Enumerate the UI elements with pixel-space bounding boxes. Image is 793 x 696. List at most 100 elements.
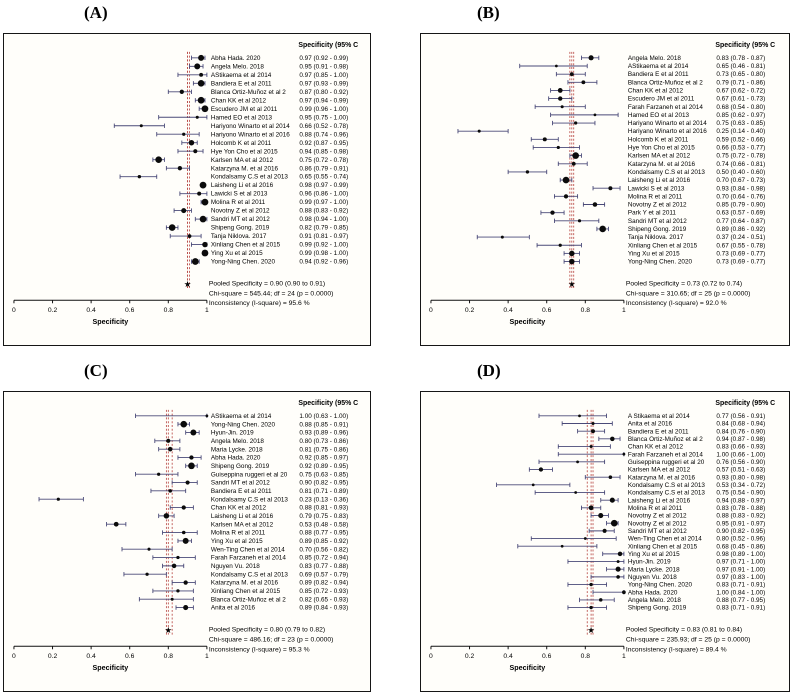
study-value-label: 0.68 (0.54 - 0.80) (716, 104, 765, 111)
study-point (542, 137, 547, 142)
study-value-label: 0.85 (0.62 - 0.97) (716, 112, 765, 119)
study-point (145, 572, 149, 576)
study-point (194, 63, 201, 70)
study-name-label: Chan KK et al 2012 (211, 505, 267, 512)
study-name-label: Anita et al 2016 (628, 421, 673, 428)
study-point (113, 521, 119, 527)
study-point (177, 166, 183, 171)
study-name-label: Sandri MT et al 2012 (211, 480, 270, 487)
x-tick-label: 1 (622, 307, 626, 314)
study-name-label: Chan KK et al 2012 (211, 97, 267, 104)
study-point (180, 420, 188, 428)
study-value-label: 0.94 (0.92 - 0.96) (299, 259, 348, 266)
x-axis-title: Specificity (93, 318, 129, 326)
study-point (176, 589, 180, 593)
column-header: Specificity (95% C (715, 400, 775, 407)
x-tick-label: 0.8 (164, 653, 174, 660)
study-name-label: Lawicki S et al 2013 (211, 191, 268, 198)
study-value-label: 0.87 (0.80 - 0.92) (299, 89, 348, 96)
x-tick-label: 0.4 (86, 653, 96, 660)
study-value-label: 0.77 (0.56 - 0.91) (716, 413, 765, 420)
study-value-label: 0.75 (0.63 - 0.85) (716, 120, 765, 127)
summary-line: Chi-square = 545.44; df = 24 (p = 0.0000… (209, 290, 333, 297)
study-name-label: Katarzyna M. et al 2016 (211, 165, 279, 172)
study-value-label: 0.98 (0.97 - 0.99) (299, 182, 348, 189)
study-name-label: Yong-Ning Chen. 2020 (211, 421, 276, 428)
study-name-label: Laisheng Li et al 2016 (628, 497, 691, 504)
study-point (163, 513, 170, 519)
study-name-label: Park Y et al 2011 (628, 210, 677, 217)
study-value-label: 0.93 (0.89 - 0.96) (299, 430, 348, 437)
study-value-label: 0.69 (0.57 - 0.79) (299, 571, 348, 578)
study-name-label: Katarzyna M. et al 2016 (628, 474, 696, 481)
study-value-label: 0.70 (0.67 - 0.73) (716, 177, 765, 184)
study-point (609, 497, 615, 503)
study-name-label: Maria Lycke. 2018 (211, 446, 263, 453)
study-name-label: Holcomb K et al 2011 (211, 140, 272, 147)
study-value-label: 0.74 (0.66 - 0.81) (716, 161, 765, 168)
study-name-label: Blanca Ortiz-Muñoz et al 2 (211, 89, 286, 96)
study-value-label: 0.85 (0.72 - 0.93) (299, 588, 348, 595)
study-point (610, 436, 615, 442)
study-point (560, 105, 564, 109)
study-value-label: 0.98 (0.89 - 1.00) (716, 551, 765, 558)
study-name-label: Kondalsamy C.S et al 2013 (211, 174, 289, 181)
study-point (188, 139, 195, 146)
study-value-label: 0.88 (0.85 - 0.91) (299, 421, 348, 428)
study-value-label: 0.89 (0.82 - 0.94) (299, 580, 348, 587)
study-name-label: Bandiera E et al 2011 (211, 488, 272, 495)
study-name-label: Farah Farzaneh et al 2014 (628, 451, 703, 458)
study-value-label: 0.80 (0.52 - 0.96) (716, 536, 765, 543)
panel-b-plot: Specificity (95% C Angela Melo. 2018 0.83 … (420, 33, 790, 346)
study-point (181, 530, 186, 535)
panel-label-c: (C) (84, 361, 108, 380)
study-value-label: 1.00 (0.84 - 1.00) (716, 589, 765, 596)
study-name-label: Angela Melo. 2018 (628, 597, 682, 604)
study-name-label: Sandri MT et al 2012 (628, 528, 687, 535)
study-value-label: 0.97 (0.94 - 0.99) (299, 97, 348, 104)
study-name-label: Guiseppina ruggeri et al 20 (628, 459, 705, 466)
study-name-label: Ying Xu et al 2015 (211, 250, 263, 257)
summary-line: Chi-square = 310.65; df = 25 (p = 0.0000… (626, 290, 750, 297)
study-name-label: Shipeng Gong. 2019 (628, 605, 687, 612)
study-point (183, 580, 188, 585)
study-name-label: AStikaema et al 2014 (211, 72, 272, 79)
study-point (199, 181, 207, 189)
x-tick-label: 0 (12, 653, 16, 660)
study-point (608, 186, 613, 191)
study-point (167, 446, 173, 452)
study-name-label: Sandri MT et al 2012 (211, 216, 270, 223)
study-name-label: Nguyen Vu. 2018 (628, 574, 677, 581)
study-name-label: Nguyen Vu. 2018 (211, 563, 260, 570)
study-value-label: 0.83 (0.66 - 0.93) (716, 444, 765, 451)
study-point (591, 429, 596, 434)
study-point (558, 96, 563, 101)
study-point (195, 115, 199, 119)
x-tick-label: 0.2 (465, 307, 475, 314)
study-value-label: 0.75 (0.72 - 0.78) (716, 153, 765, 160)
study-name-label: Yong-Ning Chen. 2020 (211, 259, 276, 266)
study-point (572, 152, 579, 159)
study-name-label: Kondalsamy C.S et al 2013 (628, 482, 706, 489)
study-name-label: Karlsen MA et al 2012 (628, 467, 691, 474)
study-point (147, 547, 151, 551)
study-name-label: Xinliang Chen et al 2015 (628, 543, 698, 550)
study-point (569, 258, 575, 265)
study-point (574, 121, 578, 125)
panel-label-b: (B) (477, 3, 500, 22)
study-name-label: Abha Hada. 2020 (211, 455, 261, 462)
study-name-label: Tanja Niklova. 2017 (628, 234, 684, 241)
study-point (538, 467, 544, 472)
study-name-label: Escudero JM et al 2011 (211, 106, 278, 113)
study-point (622, 452, 626, 456)
study-point (550, 210, 555, 215)
study-point (576, 460, 579, 464)
x-tick-label: 0 (429, 307, 433, 314)
study-name-label: Kondalsamy C.S et al 2013 (211, 571, 289, 578)
study-name-label: Farah Farzaneh et al 2014 (211, 555, 286, 562)
x-tick-label: 0.2 (465, 653, 475, 660)
study-point (592, 202, 598, 207)
study-point (181, 505, 186, 510)
study-name-label: Abha Hada. 2020 (211, 55, 261, 62)
